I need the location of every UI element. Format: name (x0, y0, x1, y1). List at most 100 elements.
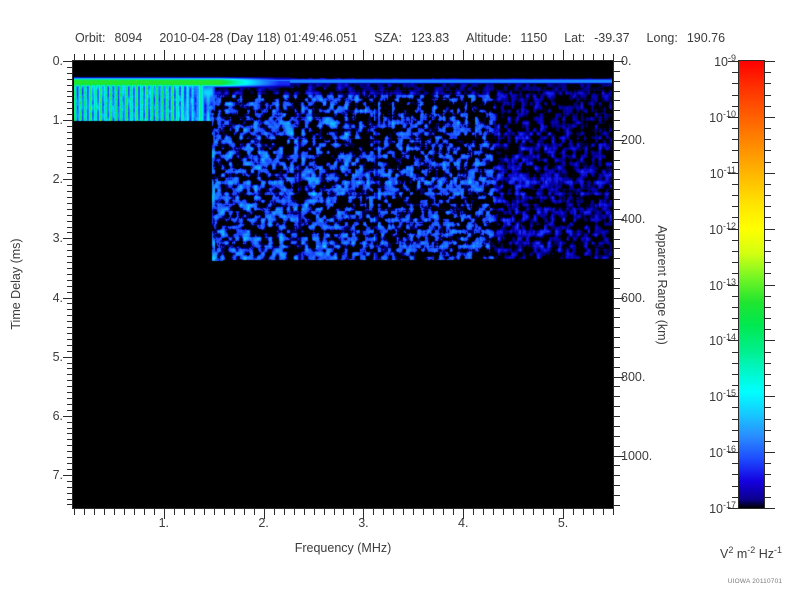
axis-tick (67, 404, 73, 405)
axis-tick (254, 509, 255, 515)
axis-tick (614, 81, 620, 82)
axis-tick (67, 138, 73, 139)
axis-tick (234, 509, 235, 515)
axis-tick (264, 50, 265, 60)
axis-tick (614, 406, 620, 407)
axis-tick (324, 54, 325, 60)
plot-border-top (73, 60, 614, 61)
axis-tick (473, 509, 474, 515)
axis-tick (765, 150, 771, 151)
axis-tick (67, 469, 73, 470)
axis-tick (433, 54, 434, 60)
axis-tick (614, 505, 620, 506)
axis-tick (373, 54, 374, 60)
axis-tick (403, 54, 404, 60)
axis-tick (533, 54, 534, 60)
axis-tick (463, 50, 464, 60)
axis-tick (67, 227, 73, 228)
x-axis-tick-label: 1. (158, 516, 170, 530)
long-value: 190.76 (686, 31, 726, 45)
axis-tick (114, 509, 115, 515)
axis-tick (67, 144, 73, 145)
axis-tick (614, 396, 620, 397)
colorbar-tick-label: 10-13 (709, 276, 736, 293)
axis-tick (593, 509, 594, 515)
axis-tick (765, 363, 771, 364)
axis-tick (67, 262, 73, 263)
axis-tick (732, 206, 738, 207)
axis-tick (765, 307, 771, 308)
colorbar-tick-label: 10-12 (709, 220, 736, 237)
axis-tick (614, 239, 620, 240)
axis-tick (553, 509, 554, 515)
axis-tick (765, 419, 771, 420)
axis-tick (67, 345, 73, 346)
altitude-label: Altitude: (466, 31, 512, 45)
axis-tick (732, 251, 738, 252)
axis-tick (732, 463, 738, 464)
axis-tick (284, 54, 285, 60)
axis-tick (765, 229, 775, 230)
axis-tick (67, 268, 73, 269)
axis-tick (732, 497, 738, 498)
axis-tick (614, 130, 620, 131)
axis-tick (67, 209, 73, 210)
axis-tick (67, 451, 73, 452)
axis-tick (104, 509, 105, 515)
axis-tick (294, 54, 295, 60)
lat-value: -39.37 (594, 31, 630, 45)
axis-tick (67, 73, 73, 74)
axis-tick (614, 416, 620, 417)
axis-tick (732, 150, 738, 151)
axis-tick (67, 333, 73, 334)
axis-tick (224, 54, 225, 60)
axis-tick (453, 509, 454, 515)
axis-tick (765, 72, 771, 73)
axis-tick (732, 139, 738, 140)
axis-tick (765, 262, 771, 263)
axis-tick (614, 189, 620, 190)
x-axis-tick-label: 2. (258, 516, 269, 530)
axis-tick (728, 452, 738, 453)
axis-tick (765, 486, 771, 487)
figure-header: Orbit: 8094 2010-04-28 (Day 118) 01:49:46.… (0, 31, 800, 45)
axis-tick (573, 509, 574, 515)
axis-tick (765, 61, 775, 62)
y-axis-tick-label: 4. (52, 290, 63, 305)
axis-tick (413, 54, 414, 60)
axis-tick (765, 206, 771, 207)
axis-tick (264, 509, 265, 519)
axis-tick (503, 509, 504, 515)
axis-tick (614, 278, 620, 279)
axis-tick (403, 509, 404, 515)
axis-tick (67, 96, 73, 97)
axis-tick (614, 120, 620, 121)
axis-tick (67, 504, 73, 505)
axis-tick (124, 54, 125, 60)
axis-tick (614, 71, 620, 72)
axis-tick (614, 268, 620, 269)
axis-tick (184, 54, 185, 60)
axis-tick (443, 509, 444, 515)
axis-tick (765, 441, 771, 442)
axis-tick (765, 385, 771, 386)
axis-tick (67, 280, 73, 281)
axis-tick (543, 54, 544, 60)
axis-tick (67, 374, 73, 375)
axis-tick (765, 83, 771, 84)
axis-tick (503, 54, 504, 60)
axis-tick (393, 54, 394, 60)
axis-tick (614, 377, 624, 378)
axis-tick (732, 262, 738, 263)
axis-tick (114, 54, 115, 60)
axis-tick (614, 229, 620, 230)
axis-tick (563, 509, 564, 519)
axis-tick (174, 54, 175, 60)
axis-tick (765, 352, 771, 353)
axis-tick (67, 309, 73, 310)
axis-tick (67, 286, 73, 287)
axis-tick (67, 303, 73, 304)
axis-tick (765, 195, 771, 196)
axis-tick (324, 509, 325, 515)
axis-tick (74, 54, 75, 60)
